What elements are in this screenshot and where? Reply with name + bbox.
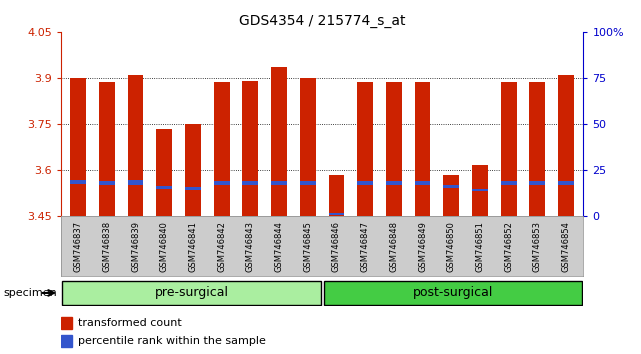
Bar	[156, 129, 172, 216]
Bar	[242, 81, 258, 216]
Text: GSM746846: GSM746846	[332, 221, 341, 272]
Bar	[386, 181, 402, 185]
Text: GSM746851: GSM746851	[476, 221, 485, 272]
Bar	[71, 180, 86, 184]
Text: GSM746847: GSM746847	[361, 221, 370, 272]
Bar	[472, 165, 488, 216]
Bar	[156, 186, 172, 189]
Text: GSM746842: GSM746842	[217, 221, 226, 272]
Bar	[213, 181, 229, 185]
Bar	[357, 181, 373, 185]
Bar	[329, 175, 344, 216]
Text: GSM746840: GSM746840	[160, 221, 169, 272]
Text: post-surgical: post-surgical	[413, 286, 493, 299]
Bar	[61, 317, 72, 329]
Text: percentile rank within the sample: percentile rank within the sample	[78, 336, 266, 346]
Bar	[185, 124, 201, 216]
Bar	[71, 78, 86, 216]
Bar	[99, 82, 115, 216]
Bar	[128, 75, 144, 216]
Bar	[213, 82, 229, 216]
Text: GSM746848: GSM746848	[389, 221, 398, 272]
Bar	[529, 82, 545, 216]
Bar	[99, 181, 115, 185]
Bar	[444, 185, 459, 188]
Text: GSM746838: GSM746838	[103, 221, 112, 272]
Text: GSM746852: GSM746852	[504, 221, 513, 272]
Text: GSM746854: GSM746854	[562, 221, 570, 272]
Text: specimen: specimen	[3, 288, 57, 298]
Bar	[324, 281, 582, 305]
Bar	[529, 181, 545, 185]
Bar	[61, 335, 72, 347]
Text: GSM746843: GSM746843	[246, 221, 255, 272]
Text: GSM746841: GSM746841	[188, 221, 197, 272]
Bar	[271, 181, 287, 185]
Text: GSM746849: GSM746849	[418, 221, 427, 272]
Text: pre-surgical: pre-surgical	[154, 286, 228, 299]
Bar	[242, 181, 258, 185]
Bar	[558, 75, 574, 216]
Bar	[271, 67, 287, 216]
Text: GSM746844: GSM746844	[274, 221, 283, 272]
Bar	[444, 175, 459, 216]
Text: GSM746853: GSM746853	[533, 221, 542, 272]
Bar	[300, 181, 315, 185]
Text: GSM746837: GSM746837	[74, 221, 83, 272]
Text: GSM746839: GSM746839	[131, 221, 140, 272]
Text: GSM746845: GSM746845	[303, 221, 312, 272]
Bar	[128, 180, 144, 185]
Text: GSM746850: GSM746850	[447, 221, 456, 272]
Bar	[415, 82, 431, 216]
Bar	[386, 82, 402, 216]
Bar	[472, 189, 488, 192]
Bar	[62, 281, 321, 305]
Title: GDS4354 / 215774_s_at: GDS4354 / 215774_s_at	[239, 14, 405, 28]
Bar	[558, 181, 574, 185]
Bar	[415, 181, 431, 185]
Bar	[501, 181, 517, 185]
Text: transformed count: transformed count	[78, 318, 182, 328]
Bar	[357, 82, 373, 216]
Bar	[185, 187, 201, 190]
Bar	[329, 212, 344, 215]
Bar	[501, 82, 517, 216]
Bar	[300, 78, 315, 216]
